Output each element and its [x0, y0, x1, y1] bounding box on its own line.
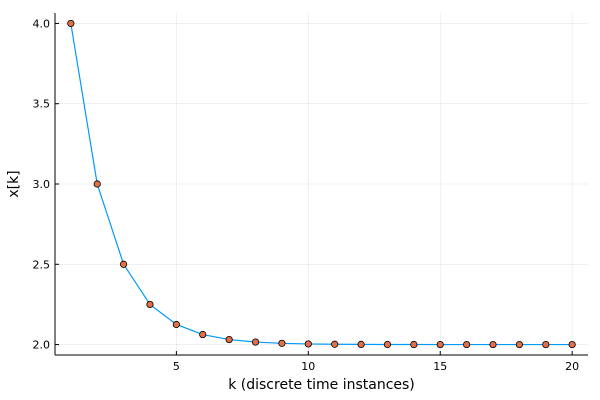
- data-point-11: [331, 340, 339, 348]
- data-point-5: [172, 320, 180, 329]
- series-line: [70, 23, 573, 346]
- y-axis-label: x[k]: [6, 170, 22, 197]
- data-point-9: [278, 339, 286, 347]
- series-layer: [67, 19, 576, 349]
- data-point-3: [120, 260, 128, 268]
- grid: [55, 13, 588, 355]
- data-point-1: [67, 19, 75, 28]
- data-point-6: [199, 330, 207, 339]
- x-tick-label-0: 5: [173, 360, 180, 373]
- data-point-2: [93, 180, 101, 188]
- data-point-10: [304, 340, 312, 348]
- data-point-8: [251, 338, 260, 346]
- y-tick-label-1: 2.5: [33, 258, 51, 271]
- data-point-19: [542, 340, 550, 349]
- x-tick-label-1: 10: [301, 360, 315, 373]
- data-point-17: [489, 340, 497, 349]
- data-point-4: [146, 300, 154, 309]
- data-point-13: [383, 340, 392, 349]
- x-tick-label-3: 20: [565, 360, 579, 373]
- data-point-20: [568, 340, 576, 349]
- x-tick-label-2: 15: [433, 360, 447, 373]
- data-point-14: [410, 340, 418, 349]
- axes: 5 10 15 20 2.0 2.5 3.0 3.5 4.0: [33, 13, 588, 373]
- data-point-12: [357, 340, 365, 349]
- y-tick-label-3: 3.5: [33, 98, 51, 111]
- data-point-15: [436, 340, 444, 349]
- y-tick-label-2: 3.0: [33, 178, 51, 191]
- y-tick-label-4: 4.0: [33, 17, 51, 30]
- x-axis-label: k (discrete time instances): [228, 377, 415, 393]
- data-point-18: [515, 340, 523, 349]
- y-tick-label-0: 2.0: [33, 339, 51, 352]
- data-point-16: [463, 340, 471, 349]
- data-point-7: [225, 335, 233, 344]
